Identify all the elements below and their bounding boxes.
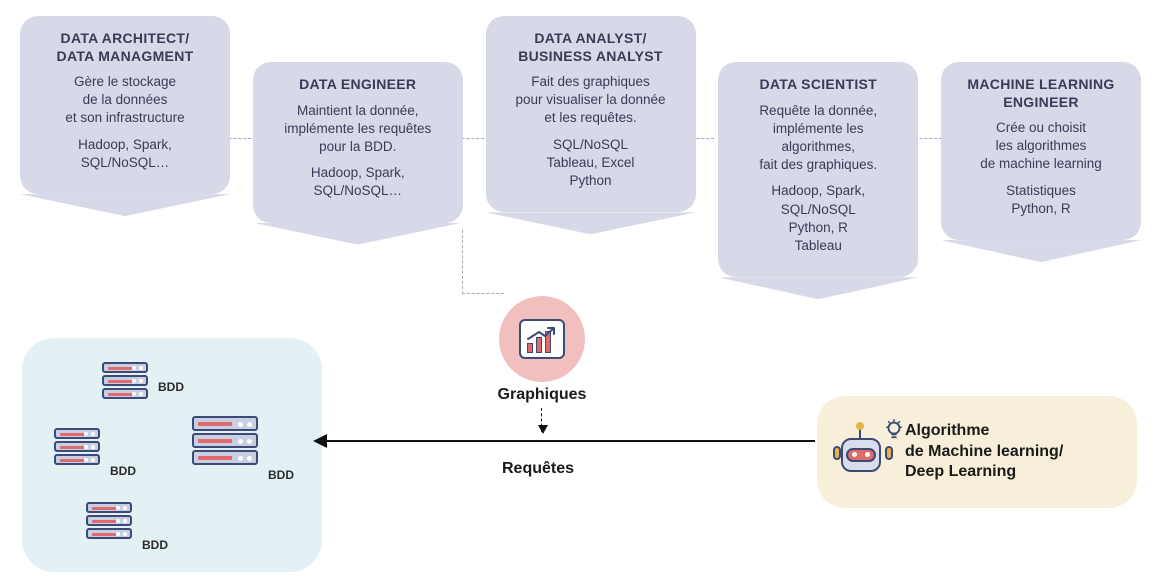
roles-row: DATA ARCHITECT/DATA MANAGMENT Gère le st… xyxy=(20,16,1141,277)
server-icon xyxy=(102,362,148,399)
graphiques-node xyxy=(499,296,585,382)
bdd-label: BDD xyxy=(268,468,294,482)
card-title: DATA SCIENTIST xyxy=(732,76,904,94)
card-title: DATA ENGINEER xyxy=(267,76,449,94)
server-icon xyxy=(86,502,132,539)
bdd-label: BDD xyxy=(158,380,184,394)
card-title: DATA ARCHITECT/DATA MANAGMENT xyxy=(34,30,216,65)
graphiques-label: Graphiques xyxy=(490,386,594,404)
card-data-analyst: DATA ANALYST/BUSINESS ANALYST Fait des g… xyxy=(486,16,696,212)
server-icon xyxy=(54,428,100,465)
ml-text: Algorithmede Machine learning/Deep Learn… xyxy=(905,421,1063,483)
card-desc: Requête la donnée,implémente lesalgorith… xyxy=(732,102,904,175)
card-data-architect: DATA ARCHITECT/DATA MANAGMENT Gère le st… xyxy=(20,16,230,194)
card-tools: Hadoop, Spark,SQL/NoSQL… xyxy=(34,136,216,172)
flow-arrow xyxy=(315,440,815,442)
arrow-down-dash xyxy=(541,408,542,432)
bdd-label: BDD xyxy=(142,538,168,552)
card-desc: Gère le stockagede la donnéeset son infr… xyxy=(34,73,216,128)
card-data-engineer: DATA ENGINEER Maintient la donnée,implém… xyxy=(253,62,463,223)
card-title: MACHINE LEARNINGENGINEER xyxy=(955,76,1127,111)
card-tools: Hadoop, Spark,SQL/NoSQLPython, RTableau xyxy=(732,182,904,255)
lightbulb-icon xyxy=(883,418,905,440)
chart-icon xyxy=(519,319,565,359)
card-desc: Crée ou choisitles algorithmesde machine… xyxy=(955,119,1127,174)
card-data-scientist: DATA SCIENTIST Requête la donnée,impléme… xyxy=(718,62,918,277)
card-tools: StatistiquesPython, R xyxy=(955,182,1127,218)
server-icon xyxy=(192,416,258,465)
card-ml-engineer: MACHINE LEARNINGENGINEER Crée ou choisit… xyxy=(941,62,1141,240)
bdd-cluster: BDD BDD BDD BDD xyxy=(22,338,322,572)
card-desc: Maintient la donnée,implémente les requê… xyxy=(267,102,449,157)
card-tools: Hadoop, Spark,SQL/NoSQL… xyxy=(267,164,449,200)
card-title: DATA ANALYST/BUSINESS ANALYST xyxy=(500,30,682,65)
card-tools: SQL/NoSQLTableau, ExcelPython xyxy=(500,136,682,191)
robot-icon xyxy=(835,424,891,480)
connector-dash xyxy=(462,293,504,294)
ml-box: Algorithmede Machine learning/Deep Learn… xyxy=(817,396,1137,508)
connector-dash xyxy=(462,230,463,294)
requetes-label: Requêtes xyxy=(502,460,574,478)
bdd-label: BDD xyxy=(110,464,136,478)
card-desc: Fait des graphiquespour visualiser la do… xyxy=(500,73,682,128)
